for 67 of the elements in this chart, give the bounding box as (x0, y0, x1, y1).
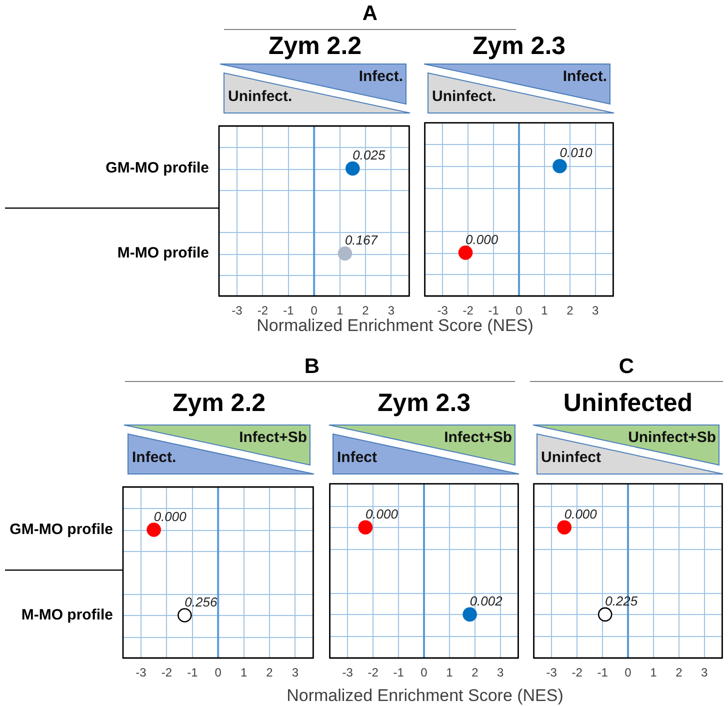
text: Infect. (132, 449, 176, 466)
x-tick-label: 0 (310, 304, 318, 318)
annotation: 0.002 (470, 594, 504, 609)
x-tick-label: 1 (240, 666, 248, 680)
text: Infect. (562, 68, 607, 85)
x-tick-label: 3 (292, 666, 299, 680)
annotation: 0.000 (466, 232, 499, 247)
x-tick-label: 1 (446, 666, 454, 680)
x-tick-label: -1 (597, 666, 608, 680)
x-tick-label: 2 (566, 304, 574, 318)
x-tick-label: -3 (342, 666, 354, 680)
y-tick-label: M-MO profile (117, 244, 209, 262)
annotation: 0.010 (560, 145, 594, 160)
text: Infect+Sb (444, 429, 512, 446)
x-tick-label: 0 (214, 666, 222, 680)
y-tick-label: GM-MO profile (10, 520, 113, 538)
text: Infect+Sb (239, 429, 307, 446)
x-tick-label: -3 (232, 304, 243, 318)
x-tick-label: 2 (362, 304, 370, 318)
chart-subtitle: Uninfected (562, 389, 694, 418)
x-tick-label: 0 (624, 666, 632, 680)
x-tick-label: -2 (572, 666, 583, 680)
x-tick-label: -1 (187, 666, 198, 680)
x-tick-label: 3 (701, 666, 708, 680)
chart-subtitle: Zym 2.2 (267, 32, 363, 61)
x-tick-label: 2 (472, 666, 479, 680)
x-tick-label: 2 (266, 666, 274, 680)
x-tick-label: 1 (650, 666, 658, 680)
x-tick-label: 0 (420, 666, 428, 680)
chart-title: C (618, 355, 636, 379)
text: Uninfect (541, 449, 601, 466)
x-tick-label: -2 (161, 666, 172, 680)
text: Uninfect+Sb (628, 429, 716, 446)
x-tick-label: -2 (368, 666, 379, 680)
x-tick-label: 3 (592, 304, 600, 318)
y-tick-label: GM-MO profile (106, 160, 209, 177)
x-tick-label: 2 (676, 666, 683, 680)
text: Uninfect. (432, 88, 496, 105)
x-axis-title: Normalized Enrichment Score (NES) (256, 316, 534, 336)
text: Uninfect. (228, 88, 292, 105)
chart-subtitle: Zym 2.2 (171, 389, 267, 418)
x-tick-label: 3 (497, 666, 504, 680)
chart-title: A (361, 2, 379, 26)
x-tick-label: -1 (283, 304, 294, 318)
x-tick-label: -3 (437, 304, 448, 318)
chart-subtitle: Zym 2.3 (471, 32, 567, 61)
x-tick-label: -1 (393, 666, 404, 680)
text: Infect. (358, 68, 403, 85)
x-tick-label: 3 (388, 304, 395, 318)
annotation: 0.000 (154, 508, 188, 524)
x-tick-label: -1 (488, 304, 500, 318)
chart-subtitle: Zym 2.3 (376, 389, 472, 418)
x-tick-label: 1 (336, 304, 344, 318)
annotation: 0.025 (352, 148, 386, 163)
x-axis-title: Normalized Enrichment Score (NES) (286, 686, 564, 706)
x-tick-label: -3 (136, 666, 147, 680)
annotation: 0.167 (344, 232, 378, 248)
annotation: 0.000 (365, 506, 399, 522)
y-tick-label: M-MO profile (21, 606, 113, 624)
x-tick-label: -2 (257, 304, 268, 318)
x-tick-label: 1 (541, 304, 548, 318)
x-tick-label: -3 (546, 666, 558, 680)
annotation: 0.000 (564, 506, 598, 522)
x-tick-label: 0 (516, 304, 523, 318)
chart-title: B (303, 355, 321, 379)
x-tick-label: -2 (462, 304, 474, 318)
text: Infect (337, 449, 378, 466)
